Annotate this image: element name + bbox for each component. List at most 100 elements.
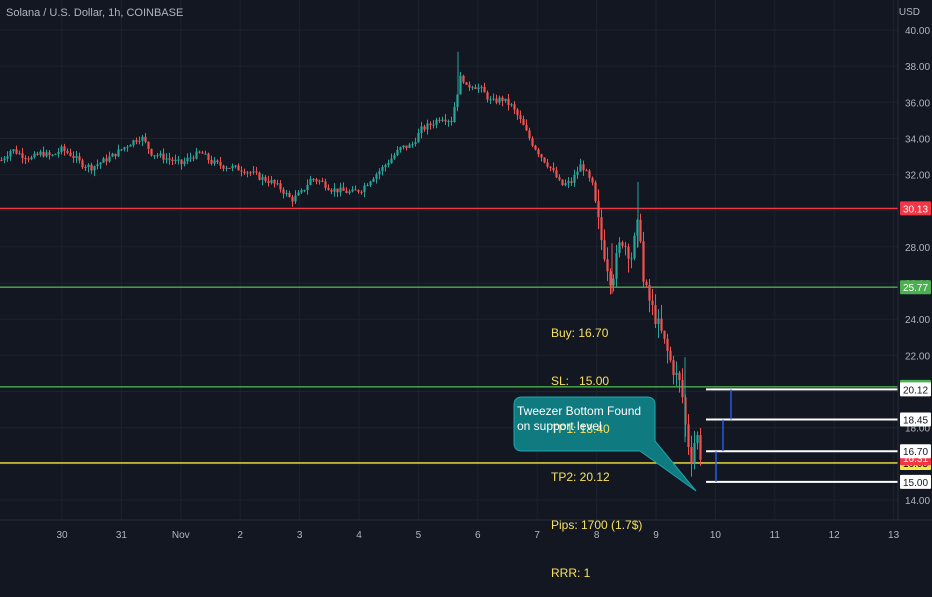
candle-body [411,144,414,146]
symbol-title[interactable]: Solana / U.S. Dollar, 1h, COINBASE [6,7,184,19]
candle-body [24,157,27,159]
horizontal-levels[interactable] [0,207,898,464]
candle-body [225,168,228,170]
candle-body [486,92,489,100]
candle-body [564,183,567,186]
candle-body [51,154,54,156]
candle-body [6,156,9,159]
candle-body [54,153,57,155]
candle-body [399,147,402,151]
candle-body [111,153,114,157]
candle-body [591,177,594,183]
candle-body [261,177,264,180]
candle-body [648,285,651,301]
candle-body [537,149,540,155]
candle-body [549,166,552,168]
candle-body [153,155,156,157]
candle-body [48,152,51,156]
candle-body [597,201,600,218]
candle-body [483,86,486,93]
trade-tag-18.45-bg [900,412,931,427]
candle-body [615,253,618,279]
candle-body [324,181,327,188]
grid [0,0,898,520]
candle-body [666,338,669,351]
trade-note-buy: Buy: 16.70 [551,326,609,340]
time-axis[interactable]: 30 31 Nov 2 3 4 5 6 7 8 9 10 11 12 13 [56,530,899,541]
candle-body [27,158,30,160]
candle-body [354,189,357,191]
candle-body [120,149,123,151]
candle-body [624,245,627,247]
callout-shape[interactable] [513,396,697,492]
candle-body [306,184,309,190]
candle-body [264,177,267,182]
candle-body [534,145,537,150]
candle-body [432,124,435,126]
candle-body [141,136,144,141]
candle-body [42,151,45,157]
candle-body [480,86,483,88]
candle-body [195,151,198,159]
candle-body [600,217,603,241]
price-tick-label: 32.00 [905,171,930,182]
candle-body [126,146,129,148]
candle-body [468,84,471,88]
level-tag-30.13: 30.13 [903,204,928,215]
candle-body [144,136,147,142]
time-tick-label: 9 [653,530,659,541]
candle-body [363,185,366,192]
candle-body [642,241,645,282]
candle-body [204,153,207,155]
candle-body [342,187,345,191]
candle-body [213,160,216,164]
candle-body [351,189,354,192]
candle-body [516,109,519,116]
candle-body [543,157,546,163]
candle-body [639,219,642,242]
trade-note-rrr: RRR: 1 [551,566,591,580]
price-tick-label: 40.00 [905,26,930,37]
candle-body [345,190,348,193]
candle-body [189,157,192,159]
candle-body [288,192,291,198]
candle-body [393,155,396,159]
time-tick-label: 8 [594,530,600,541]
candle-body [81,160,84,168]
candle-body [489,99,492,101]
candle-body [249,172,252,174]
candle-body [510,104,513,106]
candle-body [492,98,495,100]
candle-body [408,144,411,148]
candle-body [87,164,90,168]
price-tick-label: 24.00 [905,315,930,326]
level-tag-30.13-bg [900,201,931,216]
candles [0,51,702,477]
candle-body [582,164,585,171]
candle-body [672,360,675,375]
candle-body [240,170,243,172]
candle-body [435,119,438,125]
candle-body [36,153,39,155]
candle-body [654,305,657,324]
candle-body [627,246,630,259]
candle-body [273,180,276,184]
candle-body [3,158,6,161]
time-tick-label: 12 [829,530,841,541]
candle-body [174,159,177,162]
time-tick-label: 6 [475,530,481,541]
candle-body [33,153,36,158]
candle-body [159,153,162,156]
trade-note-tp2: TP2: 20.12 [551,470,610,484]
trade-levels[interactable] [706,388,898,483]
candle-body [123,147,126,150]
callout-bubble[interactable] [513,396,697,492]
candle-body [384,165,387,168]
candlestick-chart[interactable]: 14.0016.0018.0020.0022.0024.0026.0028.00… [0,0,932,550]
trade-tag-15.00-bg [900,474,931,489]
candle-body [255,171,258,173]
candle-body [357,190,360,192]
candle-body [267,181,270,183]
candle-body [15,149,18,154]
candle-body [423,126,426,130]
